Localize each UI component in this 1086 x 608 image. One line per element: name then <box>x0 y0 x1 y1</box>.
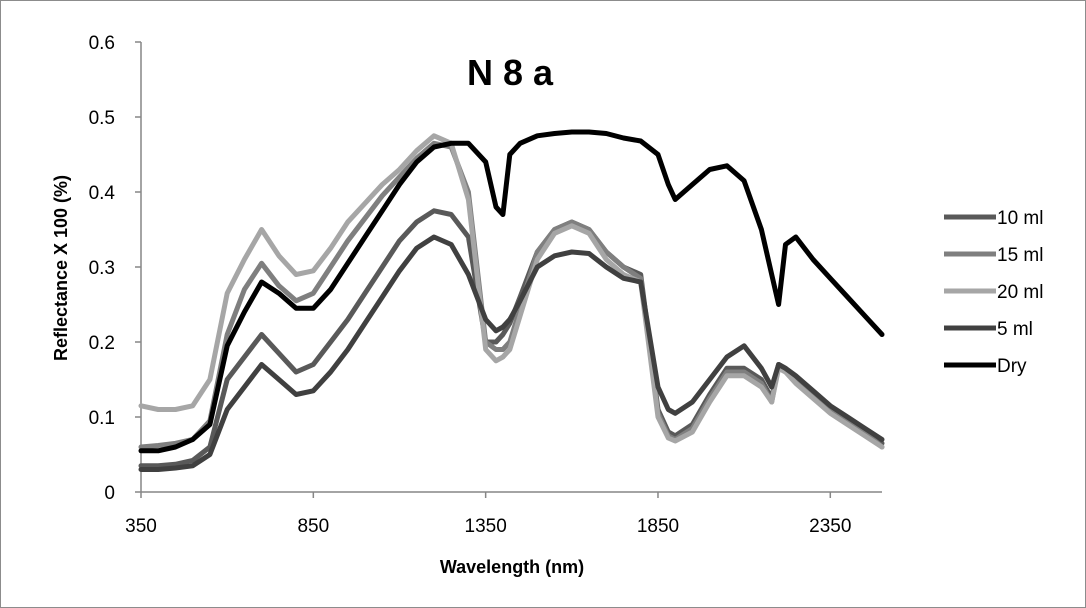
series-group <box>138 129 885 472</box>
y-tick-label: 0.1 <box>89 408 115 429</box>
y-tick-label: 0 <box>104 483 115 504</box>
x-tick-label: 1850 <box>637 516 679 537</box>
y-tick-label: 0.4 <box>89 183 116 204</box>
y-axis-title: Reflectance X 100 (%) <box>51 175 71 361</box>
legend-label-10-ml: 10 ml <box>997 208 1043 229</box>
axes: 0 0.1 0.2 0.3 0.4 0.5 0.6 350 850 1350 1850 2350 <box>89 33 882 537</box>
chart-title: N 8 a <box>467 52 554 93</box>
legend-label-20-ml: 20 ml <box>997 282 1043 303</box>
legend-label-15-ml: 15 ml <box>997 245 1043 266</box>
x-tick-label: 350 <box>125 516 157 537</box>
legend-label-5-ml: 5 ml <box>997 319 1033 340</box>
y-ticks: 0 0.1 0.2 0.3 0.4 0.5 0.6 <box>89 33 141 504</box>
x-ticks: 350 850 1350 1850 2350 <box>125 492 851 537</box>
series-line-20-ml <box>138 133 885 450</box>
y-tick-label: 0.2 <box>89 333 115 354</box>
legend: 10 ml 15 ml 20 ml 5 ml Dry <box>944 208 1043 377</box>
y-tick-label: 0.5 <box>89 108 115 129</box>
y-tick-label: 0.6 <box>89 33 115 54</box>
x-axis-title: Wavelength (nm) <box>440 557 584 577</box>
x-tick-label: 2350 <box>809 516 851 537</box>
series-line-5-ml <box>138 234 885 472</box>
x-tick-label: 850 <box>297 516 329 537</box>
legend-label-dry: Dry <box>997 356 1027 377</box>
x-tick-label: 1350 <box>465 516 507 537</box>
y-tick-label: 0.3 <box>89 258 115 279</box>
series-line-dry <box>138 129 885 454</box>
